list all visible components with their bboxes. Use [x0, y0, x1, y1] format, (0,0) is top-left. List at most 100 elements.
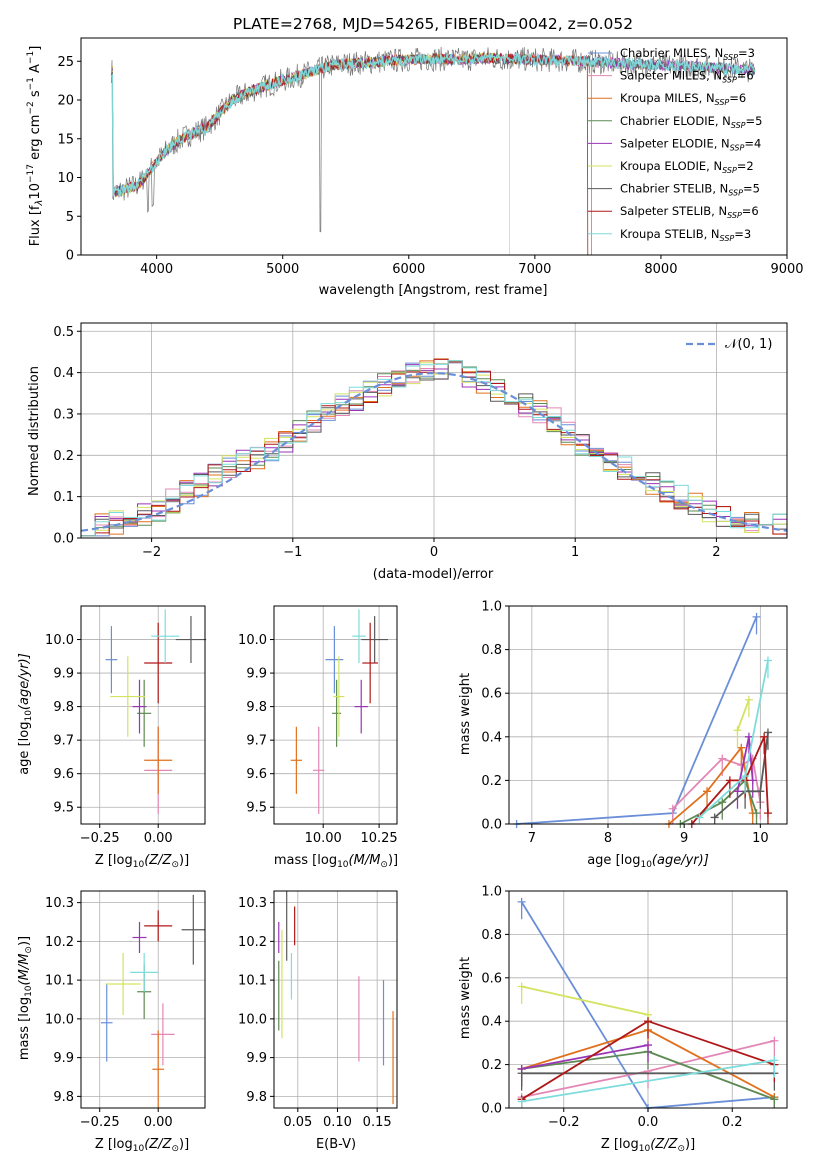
xtick-label: 7000 — [518, 262, 551, 277]
panel-content — [290, 609, 389, 814]
xtick-label: 6000 — [392, 262, 425, 277]
panel-content — [105, 609, 207, 814]
weight-line-9 — [521, 1059, 775, 1103]
wAge-xlabel: age [log10(age/yr)] — [587, 853, 709, 870]
model-spectrum-line-9 — [110, 52, 756, 199]
panel-frame — [80, 605, 206, 825]
ageZ-ylabel: age [log10(age/yr)] — [17, 653, 34, 775]
panel-mass-vs-ebv: 0.05 0.10 0.15 9.8 9.9 10.0 10.1 10.2 10.3 — [238, 890, 398, 1130]
xtick-label: 0.0 — [638, 1115, 659, 1130]
xtick-label: 0.2 — [722, 1115, 743, 1130]
spectrum-legend: Chabrier MILES, NSSP=3 Salpeter MILES, NS… — [588, 46, 762, 243]
gaussian-curve — [80, 371, 788, 532]
ytick-label: 0.4 — [481, 1015, 502, 1030]
legend-label-7: Chabrier STELIB, NSSP=5 — [620, 182, 760, 198]
panel-frame — [273, 605, 398, 825]
ytick-label: 9.7 — [246, 734, 267, 749]
xtick-label: 0.05 — [283, 1115, 312, 1130]
ytick-label: 0.5 — [53, 325, 74, 340]
ytick-label: 0 — [66, 249, 74, 264]
xtick-label: 8 — [604, 831, 612, 846]
panel-frame — [80, 890, 206, 1109]
xtick-label: 0.10 — [323, 1115, 352, 1130]
ytick-label: 20 — [57, 94, 74, 109]
ytick-label: 10.0 — [238, 1012, 267, 1027]
mZ-ylabel: mass [log10(M/M⊙)] — [17, 936, 34, 1060]
ytick-label: 0.8 — [481, 928, 502, 943]
xtick-label: −0.25 — [80, 1115, 120, 1130]
weight-line-6 — [736, 699, 750, 731]
ytick-label: 0.0 — [481, 1102, 502, 1117]
ytick-label: 9.8 — [246, 700, 267, 715]
xtick-label: 0.00 — [144, 1115, 173, 1130]
legend-label-4: Chabrier ELODIE, NSSP=5 — [620, 114, 762, 130]
legend-label-9: Kroupa STELIB, NSSP=3 — [620, 227, 751, 243]
ytick-label: 0.4 — [481, 730, 502, 745]
ytick-label: 9.9 — [53, 1051, 74, 1066]
gaussian-legend-label: 𝒩(0, 1) — [725, 337, 772, 352]
xtick-label: 10.00 — [305, 831, 342, 846]
ytick-label: 10.1 — [45, 974, 74, 989]
ytick-label: 9.5 — [53, 801, 74, 816]
panel-frame — [273, 890, 398, 1109]
histogram-steps — [81, 358, 787, 537]
xtick-label: 2 — [712, 545, 720, 560]
histogram-xticks: −2 −1 0 1 2 — [142, 538, 721, 560]
xtick-label: 1 — [571, 545, 579, 560]
ytick-label: 1.0 — [481, 600, 502, 615]
ytick-label: 0.8 — [481, 643, 502, 658]
weight-line-6 — [521, 985, 649, 1016]
panel-content — [512, 612, 772, 828]
xtick-label: 4000 — [140, 262, 173, 277]
ytick-label: 0.6 — [481, 687, 502, 702]
histogram-ylabel: Normed distribution — [27, 366, 42, 496]
legend-label-6: Kroupa ELODIE, NSSP=2 — [620, 159, 754, 175]
histogram-yticks: 0.0 0.1 0.2 0.3 0.4 0.5 — [53, 325, 81, 547]
ytick-label: 0.2 — [53, 449, 74, 464]
panel-frame — [508, 605, 788, 825]
spectrum-yticks: 0 5 10 15 20 25 — [57, 55, 81, 264]
ytick-label: 10.0 — [45, 633, 74, 648]
ytick-label: 10 — [57, 171, 74, 186]
legend-label-8: Salpeter STELIB, NSSP=6 — [620, 204, 759, 220]
ageM-xlabel: mass [log10(M/M⊙)] — [274, 853, 398, 870]
spectrum-xticks: 4000 5000 6000 7000 8000 9000 — [140, 255, 804, 277]
ytick-label: 15 — [57, 132, 74, 147]
histogram-grid — [81, 323, 787, 538]
xtick-label: 8000 — [644, 262, 677, 277]
ytick-label: 5 — [66, 210, 74, 225]
ytick-label: 9.8 — [246, 1090, 267, 1105]
panel-age-vs-Z: −0.25 0.00 9.5 9.6 9.7 9.8 9.9 10.0 — [45, 605, 207, 846]
ytick-label: 9.9 — [246, 1051, 267, 1066]
observed-spectrum-line — [110, 46, 756, 233]
spectrum-title: PLATE=2768, MJD=54265, FIBERID=0042, z=0… — [233, 15, 633, 33]
panel-age-vs-mass: 10.00 10.25 9.5 9.6 9.7 9.8 9.9 10.0 — [238, 605, 398, 846]
ytick-label: 9.6 — [246, 767, 267, 782]
legend-label-5: Salpeter ELODIE, NSSP=4 — [620, 136, 761, 152]
histogram-step-9 — [81, 360, 787, 537]
xtick-label: 9 — [680, 831, 688, 846]
panel-weight-vs-age: 7 8 9 10 0.0 0.2 0.4 0.6 0.8 1.0 — [481, 600, 788, 846]
xtick-label: 10 — [752, 831, 769, 846]
legend-label-2: Salpeter MILES, NSSP=6 — [620, 69, 754, 85]
ytick-label: 0.4 — [53, 366, 74, 381]
ytick-label: 0.1 — [53, 490, 74, 505]
ytick-label: 0.2 — [481, 1058, 502, 1073]
ytick-label: 9.8 — [53, 700, 74, 715]
xtick-label: 0.00 — [144, 831, 173, 846]
ytick-label: 25 — [57, 55, 74, 70]
xtick-label: 10.25 — [360, 831, 397, 846]
panel-content — [100, 894, 205, 1108]
ytick-label: 9.9 — [53, 667, 74, 682]
spectrum-ylabel: Flux [fλ10−17 erg cm−2 s−1 A−1] — [26, 46, 45, 247]
mZ-xlabel: Z [log10(Z/Z⊙)] — [95, 1137, 189, 1154]
weight-line-1 — [516, 616, 758, 825]
xtick-label: −0.25 — [80, 831, 120, 846]
histogram-xlabel: (data-model)/error — [373, 567, 494, 582]
ytick-label: 10.0 — [45, 1012, 74, 1027]
xtick-label: 7 — [528, 831, 536, 846]
ytick-label: 10.0 — [238, 633, 267, 648]
ytick-label: 10.2 — [45, 935, 74, 950]
model-spectrum-line-6 — [110, 53, 510, 255]
histogram-step-7 — [81, 360, 787, 537]
